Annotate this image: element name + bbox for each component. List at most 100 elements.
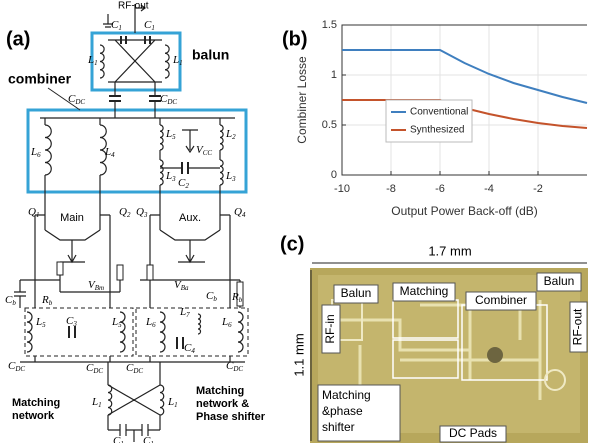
component-symbol: L bbox=[145, 316, 152, 328]
component-subscript: b bbox=[213, 295, 217, 303]
component-subscript: 1 bbox=[118, 24, 122, 32]
chip-block-label: Matching bbox=[400, 284, 449, 298]
figure: (a)RF-outbaluncombinerMainAux.Matchingne… bbox=[0, 0, 589, 443]
component-subscript: 2 bbox=[127, 211, 131, 219]
rf-out-label: RF-out bbox=[118, 1, 149, 12]
matching-phase-label: Matching bbox=[196, 385, 244, 397]
resistor bbox=[57, 262, 63, 275]
component-subscript: DC bbox=[92, 367, 103, 375]
y-tick-label: 1.5 bbox=[322, 19, 337, 31]
component-subscript: 4 bbox=[191, 347, 195, 355]
component-symbol: L bbox=[225, 128, 232, 140]
height-label: 1.1 mm bbox=[291, 333, 306, 376]
component-subscript: 6 bbox=[228, 321, 232, 329]
component-subscript: 3 bbox=[143, 211, 148, 219]
component-symbol: L bbox=[111, 316, 118, 328]
component-symbol: Q bbox=[136, 206, 144, 218]
component-subscript: b bbox=[49, 299, 53, 307]
phase-label: shifter bbox=[322, 420, 355, 434]
panel-label: (a) bbox=[6, 28, 30, 50]
component-symbol: L bbox=[225, 170, 232, 182]
chip-block-label: Combiner bbox=[475, 293, 527, 307]
component-subscript: 1 bbox=[179, 59, 183, 67]
phase-label: &phase bbox=[322, 404, 363, 418]
y-tick-label: 1 bbox=[331, 69, 337, 81]
component-subscript: 1 bbox=[150, 440, 154, 443]
chip-block-label: Balun bbox=[341, 286, 372, 300]
matching-phase-label: Phase shifter bbox=[196, 411, 266, 423]
phase-label: Matching bbox=[322, 388, 371, 402]
component-symbol: L bbox=[179, 306, 186, 318]
component-subscript: Bm bbox=[95, 284, 104, 292]
component-subscript: DC bbox=[74, 98, 85, 106]
component-symbol: L bbox=[167, 396, 174, 408]
resistor bbox=[147, 265, 153, 280]
component-symbol: L bbox=[172, 54, 179, 66]
combiner-label: combiner bbox=[8, 71, 72, 87]
aux-label: Aux. bbox=[179, 212, 201, 224]
component-subscript: DC bbox=[232, 365, 243, 373]
panel-label: (b) bbox=[282, 28, 308, 50]
component-subscript: 6 bbox=[37, 151, 41, 159]
component-subscript: 5 bbox=[172, 133, 176, 141]
component-subscript: b bbox=[239, 296, 243, 304]
component-subscript: 2 bbox=[232, 133, 236, 141]
x-axis-label: Output Power Back-off (dB) bbox=[391, 204, 538, 218]
matching-network-label: network bbox=[12, 410, 55, 422]
component-subscript: 5 bbox=[42, 321, 46, 329]
component-symbol: L bbox=[165, 128, 172, 140]
component-subscript: 4 bbox=[242, 211, 246, 219]
x-tick-label: -4 bbox=[484, 183, 494, 195]
component-subscript: 1 bbox=[174, 401, 178, 409]
component-subscript: 6 bbox=[152, 321, 156, 329]
rf-out-label: RF-out bbox=[571, 308, 585, 345]
dc-pads-label: DC Pads bbox=[449, 426, 497, 440]
component-subscript: Ba bbox=[181, 284, 189, 292]
resistor bbox=[117, 265, 123, 280]
component-symbol: Q bbox=[234, 206, 242, 218]
rf-in-label: RF-in bbox=[323, 314, 337, 343]
component-subscript: DC bbox=[14, 365, 25, 373]
x-tick-label: -6 bbox=[435, 183, 445, 195]
component-symbol: L bbox=[87, 54, 94, 66]
component-symbol: Q bbox=[28, 206, 36, 218]
x-tick-label: -2 bbox=[533, 183, 543, 195]
component-symbol: L bbox=[30, 146, 37, 158]
x-tick-label: -8 bbox=[386, 183, 396, 195]
main-label: Main bbox=[60, 212, 84, 224]
component-symbol: Q bbox=[119, 206, 127, 218]
component-symbol: L bbox=[91, 396, 98, 408]
y-tick-label: 0 bbox=[331, 169, 337, 181]
panel-label: (c) bbox=[280, 233, 304, 255]
component-subscript: CC bbox=[203, 149, 213, 157]
matching-network-label: Matching bbox=[12, 397, 60, 409]
y-axis-label: Combiner Losse bbox=[295, 56, 309, 144]
component-subscript: 1 bbox=[36, 211, 40, 219]
component-subscript: 3 bbox=[231, 175, 236, 183]
component-subscript: 1 bbox=[151, 24, 155, 32]
component-symbol: L bbox=[165, 170, 172, 182]
component-subscript: 3 bbox=[72, 320, 77, 328]
component-subscript: 7 bbox=[186, 311, 190, 319]
component-subscript: 5 bbox=[118, 321, 122, 329]
x-tick-label: -10 bbox=[334, 183, 350, 195]
component-symbol: L bbox=[104, 146, 111, 158]
component-subscript: 1 bbox=[120, 440, 124, 443]
component-subscript: 1 bbox=[98, 401, 102, 409]
component-subscript: 3 bbox=[171, 175, 176, 183]
component-subscript: 2 bbox=[185, 182, 189, 190]
component-symbol: L bbox=[221, 316, 228, 328]
chip-block-label: Balun bbox=[544, 274, 575, 288]
component-subscript: DC bbox=[132, 367, 143, 375]
component-subscript: 1 bbox=[94, 59, 98, 67]
component-subscript: 4 bbox=[111, 151, 115, 159]
y-tick-label: 0.5 bbox=[322, 119, 337, 131]
component-symbol: L bbox=[35, 316, 42, 328]
component-subscript: b bbox=[12, 299, 16, 307]
width-label: 1.7 mm bbox=[428, 243, 471, 258]
balun-label: balun bbox=[192, 47, 229, 63]
component-subscript: DC bbox=[166, 98, 177, 106]
chip-pad bbox=[487, 347, 503, 363]
legend-label: Synthesized bbox=[410, 125, 464, 136]
matching-phase-label: network & bbox=[196, 398, 249, 410]
